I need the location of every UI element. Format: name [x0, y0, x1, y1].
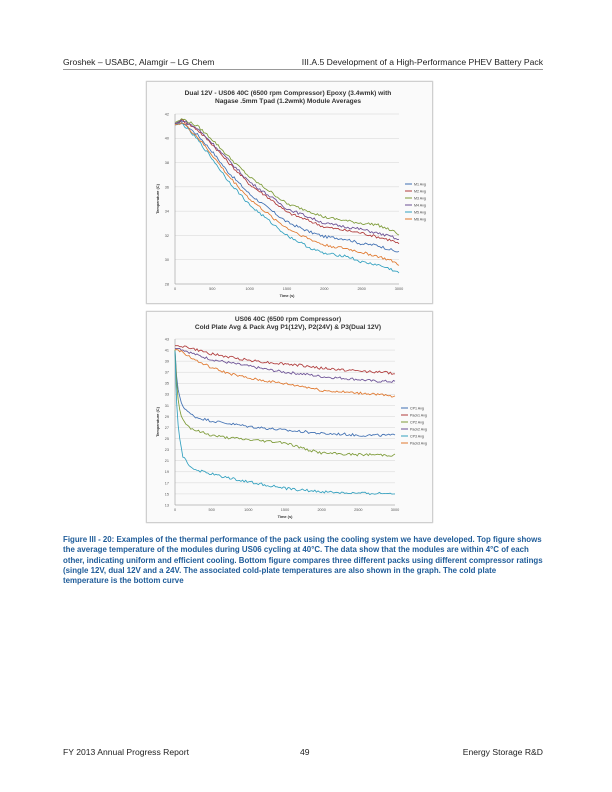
legend-label: M3 Avg	[414, 196, 426, 200]
series-line-cp1-avg	[174, 350, 396, 437]
y-tick-label: 34	[165, 210, 169, 214]
series-line-pack3-avg	[174, 349, 396, 398]
y-tick-label: 37	[165, 371, 169, 375]
chart-title-line2: Cold Plate Avg & Pack Avg P1(12V), P2(24…	[195, 324, 381, 331]
chart-bottom-svg: US06 40C (6500 rpm Compressor)Cold Plate…	[155, 316, 427, 519]
chart-title-line1: Dual 12V - US06 40C (6500 rpm Compressor…	[185, 90, 392, 97]
y-tick-label: 35	[165, 382, 169, 386]
y-tick-label: 43	[165, 337, 169, 341]
legend-label: CP3 Avg	[410, 434, 424, 438]
x-tick-label: 500	[209, 287, 215, 291]
series-line-cp2-avg	[174, 350, 396, 457]
figure-bottom-pack-comparison: US06 40C (6500 rpm Compressor) Cold Plate…	[146, 311, 433, 523]
footer-report-title: FY 2013 Annual Progress Report	[63, 747, 189, 757]
x-tick-label: 1000	[244, 508, 252, 512]
legend-label: Pack2 Avg	[410, 427, 427, 431]
x-axis-label: Time (s)	[278, 514, 294, 519]
legend-label: M4 Avg	[414, 203, 426, 207]
y-tick-label: 31	[165, 404, 169, 408]
x-tick-label: 1500	[283, 287, 291, 291]
series-line-m2-avg	[174, 119, 400, 245]
x-tick-label: 500	[208, 508, 214, 512]
legend-label: Pack1 Avg	[410, 413, 427, 417]
y-tick-label: 15	[165, 492, 169, 496]
series-line-pack2-avg	[175, 347, 396, 383]
chart-title-line1: US06 40C (6500 rpm Compressor)	[235, 316, 341, 323]
y-tick-label: 39	[165, 360, 169, 364]
y-tick-label: 25	[165, 437, 169, 441]
series-line-cp3-avg	[174, 351, 396, 496]
y-tick-label: 28	[165, 282, 169, 286]
y-tick-label: 30	[165, 258, 169, 262]
footer-section: Energy Storage R&D	[462, 747, 543, 757]
figure-caption: Figure III - 20: Examples of the thermal…	[63, 535, 543, 586]
y-axis-label: Temperature (C)	[155, 406, 160, 436]
x-tick-label: 2000	[317, 508, 325, 512]
y-tick-label: 41	[165, 348, 169, 352]
x-tick-label: 2500	[354, 508, 362, 512]
legend-label: CP1 Avg	[410, 406, 424, 410]
series-line-m1-avg	[174, 121, 400, 253]
series-line-m5-avg	[174, 122, 400, 274]
legend-label: M5 Avg	[414, 210, 426, 214]
legend-label: M2 Avg	[414, 189, 426, 193]
y-tick-label: 33	[165, 393, 169, 397]
legend-label: Pack3 Avg	[410, 441, 427, 445]
x-tick-label: 0	[174, 287, 176, 291]
y-tick-label: 23	[165, 448, 169, 452]
y-tick-label: 21	[165, 459, 169, 463]
y-tick-label: 42	[165, 112, 169, 116]
chart-title-line2: Nagase .5mm Tpad (1.2wmk) Module Average…	[215, 98, 361, 105]
x-tick-label: 2500	[357, 287, 365, 291]
x-tick-label: 1500	[281, 508, 289, 512]
x-tick-label: 3000	[391, 508, 399, 512]
footer-page-number: 49	[300, 747, 310, 757]
y-tick-label: 17	[165, 481, 169, 485]
legend-label: CP2 Avg	[410, 420, 424, 424]
header-rule	[63, 69, 543, 70]
y-tick-label: 19	[165, 470, 169, 474]
series-line-m4-avg	[174, 119, 400, 240]
chart-top-svg: Dual 12V - US06 40C (6500 rpm Compressor…	[155, 90, 426, 298]
legend-label: M1 Avg	[414, 182, 426, 186]
y-tick-label: 29	[165, 415, 169, 419]
legend-label: M6 Avg	[414, 217, 426, 221]
running-header-left: Groshek – USABC, Alamgir – LG Chem	[63, 57, 215, 67]
x-tick-label: 2000	[320, 287, 328, 291]
series-line-m3-avg	[174, 118, 400, 236]
series-line-pack1-avg	[175, 345, 396, 375]
y-axis-label: Temperature (C)	[155, 183, 160, 213]
y-tick-label: 27	[165, 426, 169, 430]
running-header-right: III.A.5 Development of a High-Performanc…	[301, 57, 543, 67]
x-tick-label: 1000	[245, 287, 253, 291]
x-axis-label: Time (s)	[280, 293, 296, 298]
y-tick-label: 13	[165, 503, 169, 507]
y-tick-label: 38	[165, 161, 169, 165]
y-tick-label: 32	[165, 234, 169, 238]
x-tick-label: 0	[174, 508, 176, 512]
figure-top-module-averages: Dual 12V - US06 40C (6500 rpm Compressor…	[146, 81, 433, 304]
y-tick-label: 40	[165, 137, 169, 141]
x-tick-label: 3000	[395, 287, 403, 291]
series-line-m6-avg	[174, 122, 400, 266]
y-tick-label: 36	[165, 185, 169, 189]
